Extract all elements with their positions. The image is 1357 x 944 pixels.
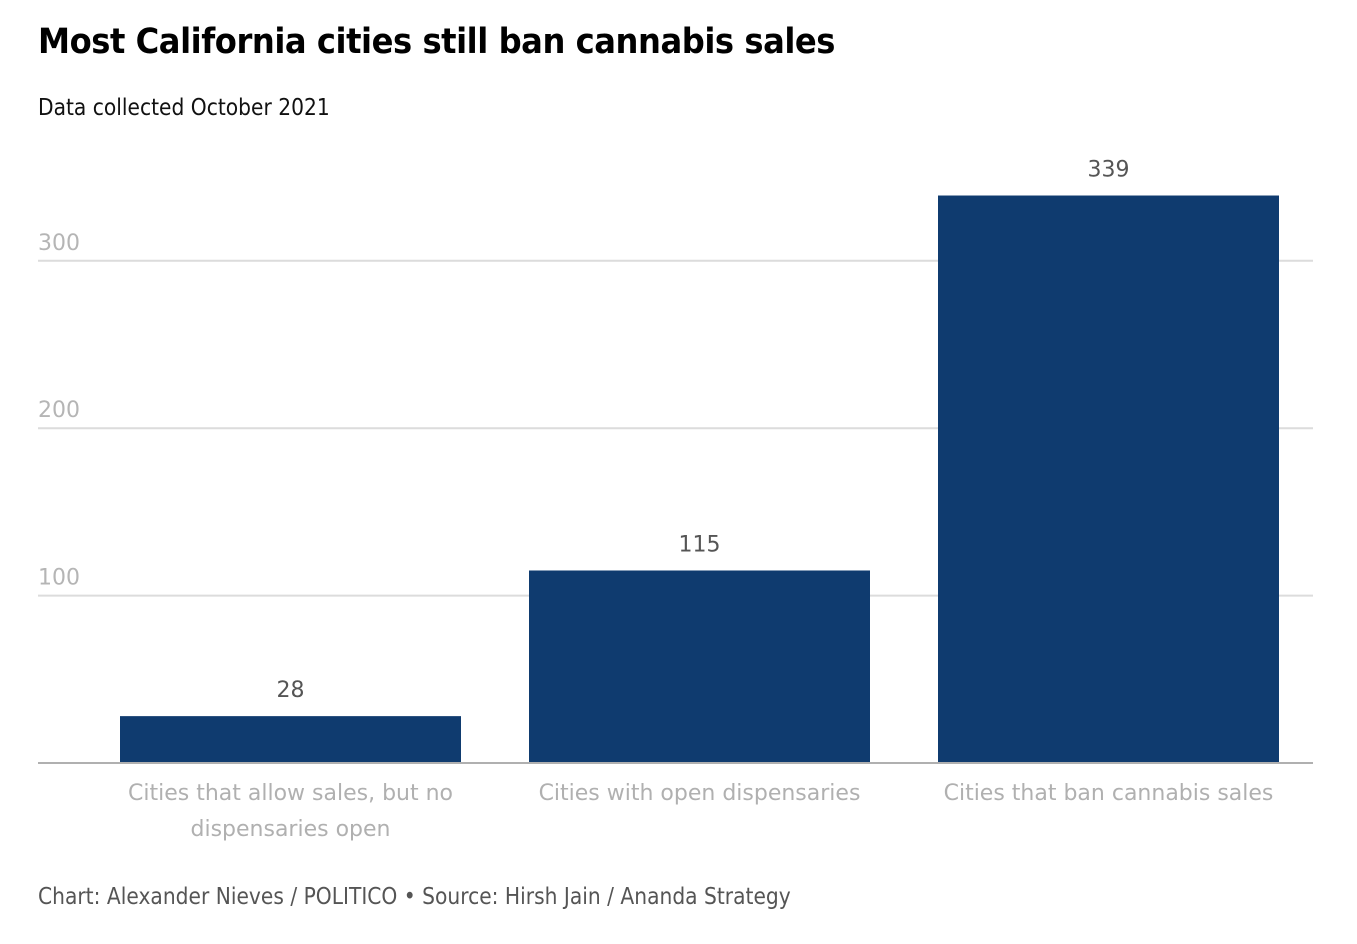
x-tick-label: Cities with open dispensaries [539, 781, 861, 806]
x-tick-label: dispensaries open [191, 817, 391, 842]
y-tick-label: 100 [38, 566, 80, 591]
chart-title: Most California cities still ban cannabi… [38, 22, 836, 62]
data-label: 339 [1088, 158, 1130, 183]
chart-subtitle: Data collected October 2021 [38, 95, 330, 121]
bar [120, 716, 461, 763]
chart-credits: Chart: Alexander Nieves / POLITICO • Sou… [38, 884, 791, 910]
data-label: 28 [277, 678, 305, 703]
data-label: 115 [679, 532, 721, 557]
y-tick-label: 200 [38, 398, 80, 423]
bar [938, 195, 1279, 764]
x-tick-label: Cities that allow sales, but no [128, 781, 453, 806]
y-tick-label: 300 [38, 231, 80, 256]
bar [529, 570, 870, 763]
x-tick-label: Cities that ban cannabis sales [944, 781, 1274, 806]
